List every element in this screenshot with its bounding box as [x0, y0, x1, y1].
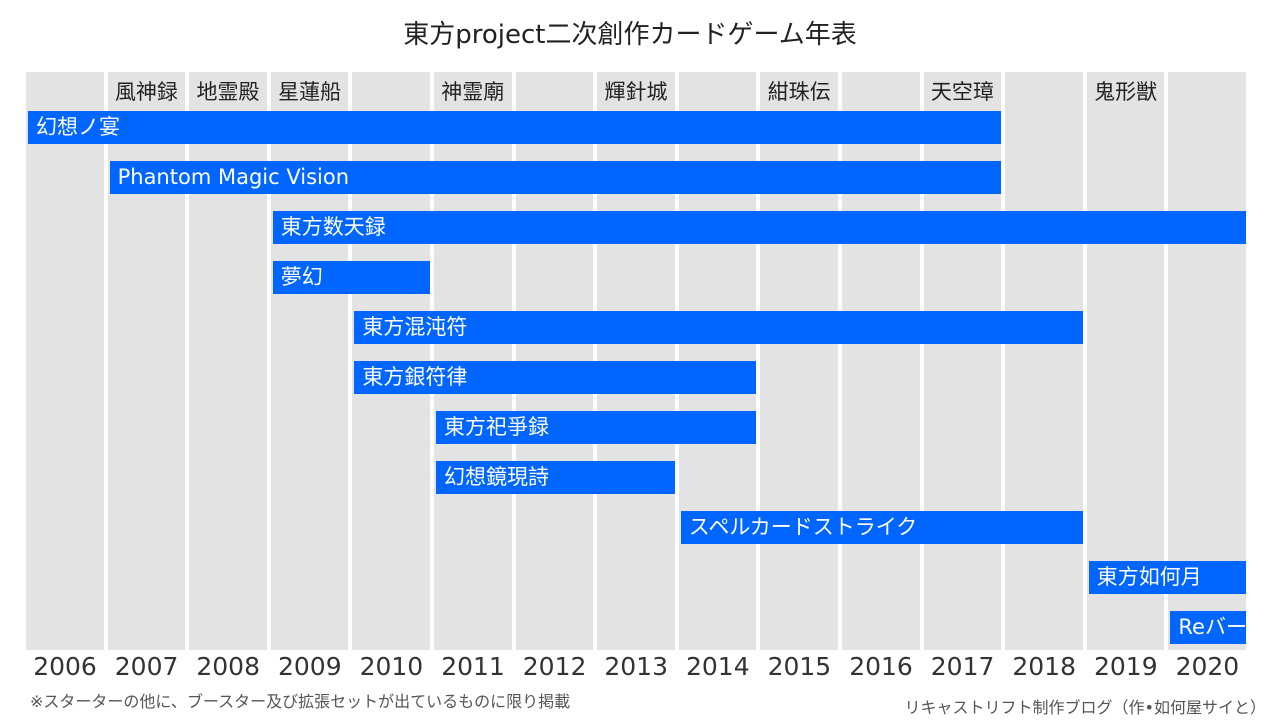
year-label-2012: 2012 — [522, 652, 587, 681]
timeline-bar-label: 東方銀符律 — [362, 365, 468, 389]
year-column-2015 — [760, 72, 838, 650]
timeline-bar: 東方祀爭録 — [436, 411, 757, 444]
chart-title: 東方project二次創作カードゲーム年表 — [403, 20, 857, 50]
main-game-label: 鬼形獣 — [1094, 80, 1158, 104]
timeline-bar: 東方如何月 — [1088, 561, 1246, 594]
main-game-label: 天空璋 — [930, 80, 994, 104]
main-game-label: 紺珠伝 — [767, 80, 831, 104]
year-column-2020 — [1168, 72, 1246, 650]
main-game-label: 星蓮船 — [278, 80, 342, 104]
year-label-2011: 2011 — [441, 652, 505, 681]
main-game-label: 神霊廟 — [441, 80, 505, 104]
year-label-2015: 2015 — [767, 652, 832, 681]
year-label-2014: 2014 — [685, 652, 750, 681]
timeline-bar-label: 夢幻 — [280, 265, 323, 289]
timeline-bar: 幻想鏡現詩 — [436, 461, 675, 494]
timeline-bar-label: 東方数天録 — [280, 215, 386, 239]
year-column-2006 — [26, 72, 104, 650]
timeline-bar: Reバース — [1170, 611, 1246, 644]
year-label-2019: 2019 — [1093, 652, 1158, 681]
year-column-2008 — [189, 72, 267, 650]
year-column-2018 — [1005, 72, 1083, 650]
main-game-label: 地霊殿 — [196, 80, 260, 104]
year-column-2009 — [270, 72, 349, 650]
year-label-2017: 2017 — [930, 652, 995, 681]
timeline-bar-label: 幻想ノ宴 — [36, 115, 120, 139]
credit: リキャストリフト制作ブログ（作•如何屋サイと） — [904, 698, 1266, 717]
timeline-bar-label: 東方祀爭録 — [444, 415, 549, 439]
year-column-2019 — [1086, 72, 1165, 650]
timeline-bar-label: 東方如何月 — [1096, 565, 1202, 589]
timeline-bar: 東方混沌符 — [354, 311, 1083, 344]
timeline-bar: Phantom Magic Vision — [109, 161, 1002, 194]
timeline-bar-label: Phantom Magic Vision — [117, 165, 350, 189]
year-label-2009: 2009 — [277, 652, 342, 681]
year-column-2007 — [107, 72, 186, 650]
year-label-2016: 2016 — [849, 652, 913, 681]
timeline-bar: 幻想ノ宴 — [28, 111, 1002, 144]
timeline-bar-label: Reバース — [1178, 615, 1246, 639]
year-label-2013: 2013 — [604, 652, 668, 681]
year-column-2016 — [842, 72, 920, 650]
timeline-bar: 夢幻 — [272, 261, 430, 294]
timeline-bar: 東方銀符律 — [354, 361, 757, 394]
year-label-2008: 2008 — [196, 652, 260, 681]
year-label-2020: 2020 — [1175, 652, 1240, 681]
year-column-2017 — [923, 72, 1002, 650]
timeline-bar-label: 幻想鏡現詩 — [444, 465, 549, 489]
year-label-2007: 2007 — [114, 652, 179, 681]
year-label-2010: 2010 — [359, 652, 424, 681]
timeline-plot: 風神録 地霊殿 星蓮船 神霊廟 輝針城 紺珠伝 天空璋 鬼形獣幻想ノ宴 Phantom Magi… — [26, 72, 1250, 650]
footnote: ※スターターの他に、ブースター及び拡張セットが出ているものに限り掲載 — [30, 692, 571, 711]
year-label-2018: 2018 — [1012, 652, 1076, 681]
main-game-label: 風神録 — [114, 80, 178, 104]
year-label-2006: 2006 — [33, 652, 97, 681]
timeline-bar: 東方数天録 — [272, 211, 1246, 244]
main-game-label: 輝針城 — [604, 80, 668, 104]
timeline-bar-label: スペルカードストライク — [688, 515, 918, 539]
timeline-bar-label: 東方混沌符 — [362, 315, 468, 339]
timeline-bar: スペルカードストライク — [680, 511, 1083, 544]
